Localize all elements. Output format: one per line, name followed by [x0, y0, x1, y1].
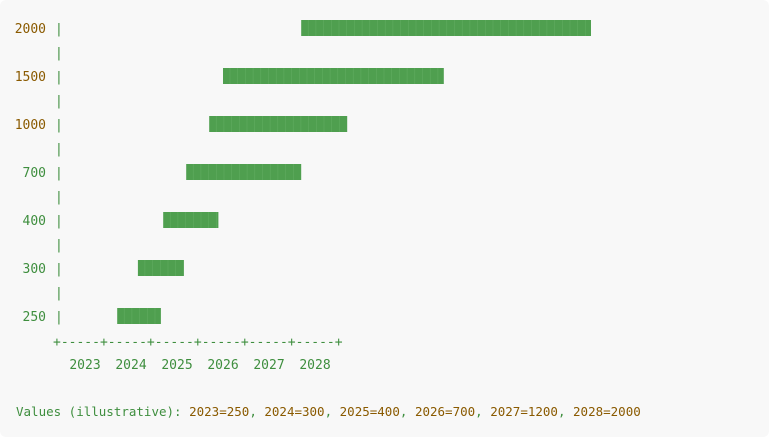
y-axis-bar: | [55, 70, 63, 85]
x-tick-label: 2024 [115, 358, 146, 373]
y-axis-bar: | [55, 118, 63, 133]
x-tick-label: 2023 [69, 358, 100, 373]
caption-separator: , [249, 404, 265, 419]
y-axis-bar: | [55, 22, 63, 37]
bar [163, 212, 219, 228]
y-axis-bar: | [55, 262, 63, 277]
bar [186, 164, 302, 180]
bar [117, 308, 161, 324]
y-tick-label: 400 [23, 214, 46, 229]
values-caption: Values (illustrative): 2023=250, 2024=30… [16, 404, 641, 419]
caption-prefix: Values (illustrative): [16, 404, 190, 419]
y-axis-bar: | [55, 166, 63, 181]
y-axis-bar: | [55, 310, 63, 325]
y-tick-label: 700 [23, 166, 46, 181]
caption-separator: , [399, 404, 415, 419]
y-axis-bar: | [55, 214, 63, 229]
bar [223, 68, 444, 84]
x-tick-label: 2028 [299, 358, 330, 373]
caption-value: 2028=2000 [573, 404, 641, 419]
caption-separator: , [475, 404, 491, 419]
y-tick-label: 1500 [15, 70, 46, 85]
x-tick-label: 2026 [207, 358, 238, 373]
x-tick-label: 2027 [253, 358, 284, 373]
y-tick-label: 250 [23, 310, 46, 325]
y-axis-bar: | [55, 46, 63, 61]
caption-value: 2027=1200 [490, 404, 558, 419]
bar [301, 20, 591, 36]
y-axis-bar: | [55, 142, 63, 157]
x-axis-line: +-----+-----+-----+-----+-----+-----+ [53, 335, 343, 350]
y-axis-bar: | [55, 286, 63, 301]
y-tick-label: 2000 [15, 22, 46, 37]
y-axis-bar: | [55, 190, 63, 205]
caption-value: 2026=700 [414, 404, 476, 419]
caption-value: 2023=250 [189, 404, 250, 419]
caption-value: 2025=400 [339, 404, 400, 419]
y-tick-label: 1000 [15, 118, 46, 133]
bar [137, 260, 184, 276]
bar [209, 116, 348, 132]
x-tick-label: 2025 [161, 358, 192, 373]
y-tick-label: 300 [23, 262, 46, 277]
y-axis-bar: | [55, 94, 63, 109]
caption-separator: , [324, 404, 340, 419]
caption-value: 2024=300 [264, 404, 325, 419]
y-axis-bar: | [55, 238, 63, 253]
caption-separator: , [557, 404, 574, 419]
